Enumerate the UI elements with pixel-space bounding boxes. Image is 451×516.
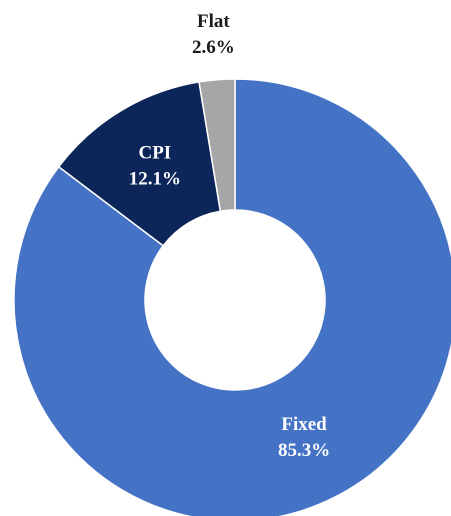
donut-slice xyxy=(198,78,236,213)
value-label: 12.1% xyxy=(129,169,181,190)
slice-label: Flat xyxy=(197,11,230,32)
slice-label: Fixed xyxy=(281,414,327,435)
value-label: 85.3% xyxy=(278,440,330,461)
slice-label: CPI xyxy=(138,143,171,164)
donut-slice xyxy=(57,81,222,247)
value-label: 2.6% xyxy=(192,37,235,58)
donut-slice xyxy=(13,78,451,516)
